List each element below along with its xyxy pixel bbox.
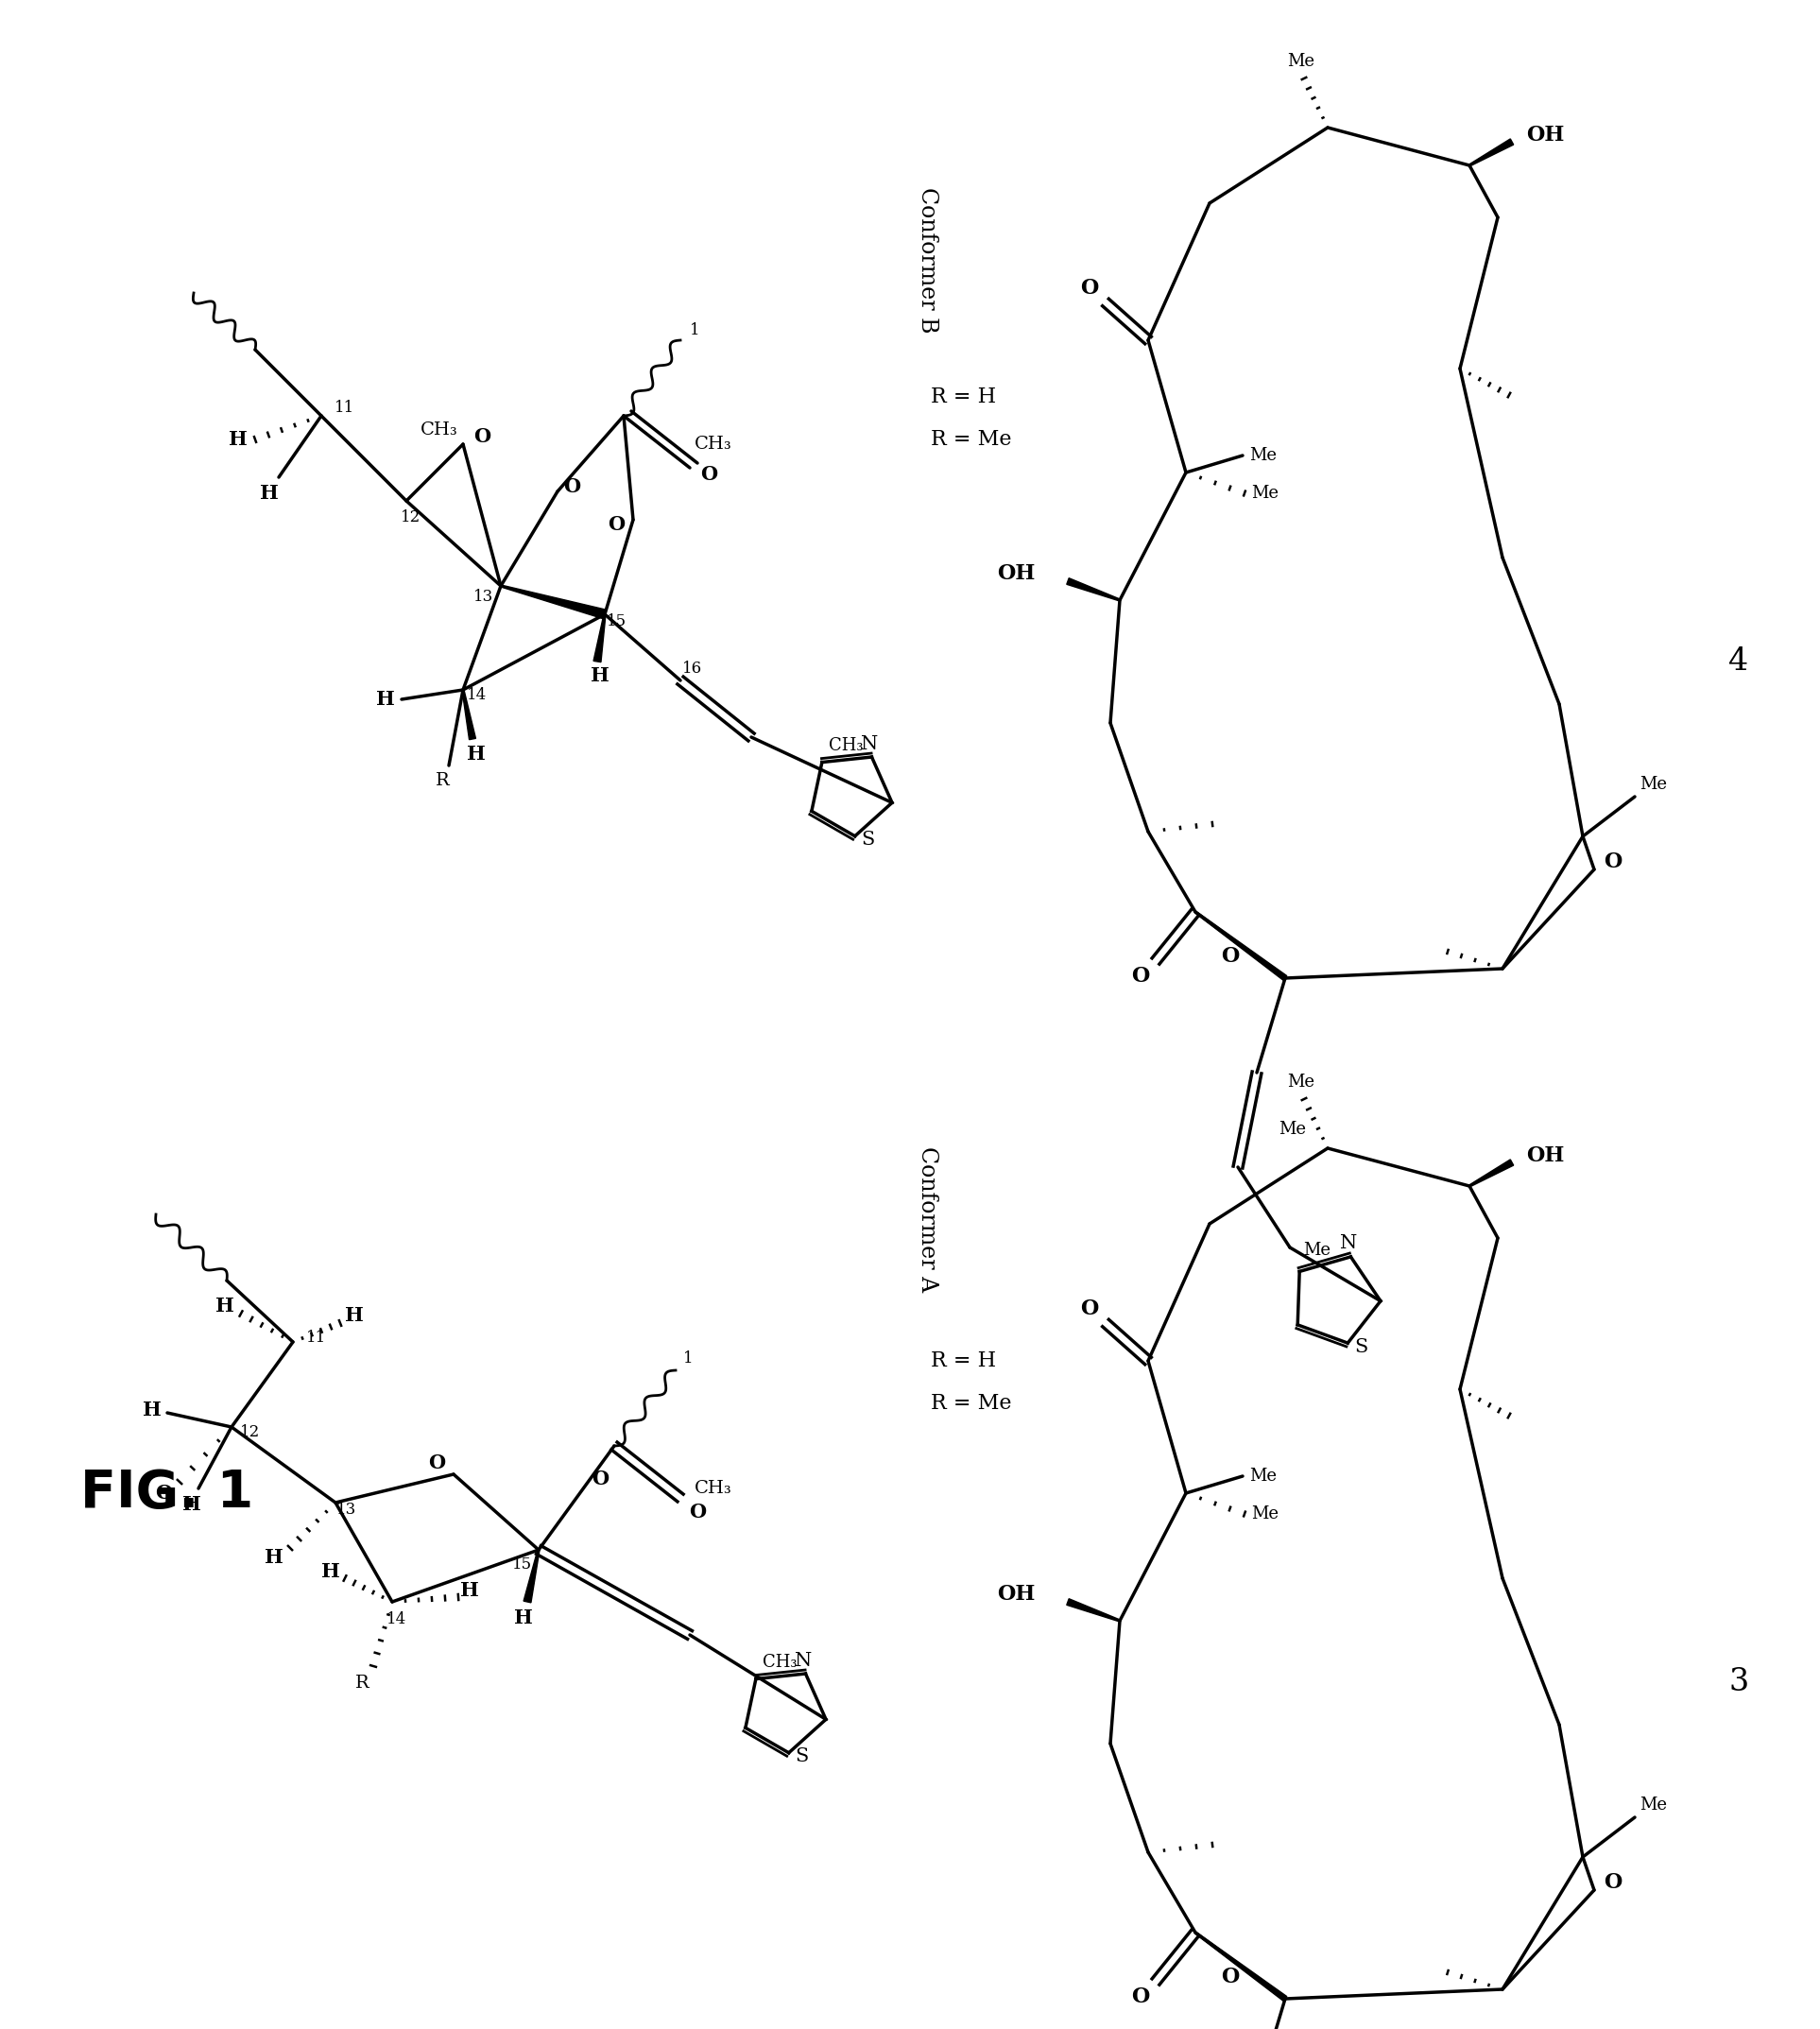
Text: 14: 14 [468,686,488,702]
Polygon shape [462,690,475,741]
Text: O: O [1603,1873,1622,1893]
Text: S: S [861,832,875,848]
Text: 11: 11 [335,400,355,416]
Text: Conformer B: Conformer B [917,187,939,333]
Polygon shape [1067,1599,1119,1621]
Text: H: H [346,1307,364,1325]
Text: OH: OH [1525,124,1563,146]
Text: 16: 16 [682,661,703,678]
Text: O: O [155,1483,173,1503]
Text: H: H [513,1609,533,1627]
Text: Me: Me [1252,485,1279,501]
Polygon shape [1194,1932,1287,2001]
Text: 3: 3 [1729,1668,1749,1698]
Text: 12: 12 [400,509,420,526]
Text: 15: 15 [606,615,626,629]
Text: Me: Me [1250,1467,1278,1485]
Text: O: O [1221,1966,1239,1988]
Text: Me: Me [1252,1506,1279,1522]
Text: H: H [264,1548,284,1566]
Text: Me: Me [1287,53,1314,69]
Text: 13: 13 [337,1501,357,1518]
Text: H: H [592,666,610,686]
Text: O: O [473,428,491,446]
Polygon shape [1194,911,1287,980]
Text: H: H [322,1562,340,1581]
Text: FIG. 1: FIG. 1 [80,1467,253,1518]
Text: Conformer A: Conformer A [917,1146,939,1292]
Polygon shape [501,584,606,619]
Text: Me: Me [1287,1073,1314,1090]
Polygon shape [593,615,606,661]
Polygon shape [1067,578,1119,601]
Text: O: O [592,1469,608,1489]
Text: H: H [215,1297,235,1315]
Text: 4: 4 [1729,647,1749,676]
Text: R = Me: R = Me [930,1394,1012,1414]
Text: CH₃: CH₃ [695,1479,732,1497]
Text: O: O [608,515,624,534]
Text: O: O [428,1453,446,1473]
Text: OH: OH [997,1585,1036,1605]
Text: O: O [1081,278,1099,298]
Text: N: N [795,1652,812,1670]
Text: Me: Me [1279,1120,1307,1138]
Text: OH: OH [997,564,1036,584]
Text: H: H [142,1400,162,1420]
Polygon shape [1469,1159,1514,1187]
Text: Me: Me [1303,1242,1330,1260]
Text: 12: 12 [240,1424,260,1441]
Text: CH₃: CH₃ [420,422,459,438]
Text: O: O [1132,966,1150,986]
Text: O: O [1221,946,1239,966]
Text: OH: OH [1525,1146,1563,1167]
Text: 1: 1 [682,1349,693,1366]
Text: O: O [688,1503,706,1522]
Text: R = H: R = H [930,386,996,408]
Text: N: N [861,734,879,753]
Text: H: H [229,430,248,448]
Text: R: R [355,1674,369,1692]
Text: CH₃: CH₃ [763,1654,797,1670]
Text: 15: 15 [511,1556,531,1572]
Text: 14: 14 [388,1611,408,1627]
Text: O: O [562,477,581,497]
Text: Me: Me [1640,775,1667,793]
Text: R = Me: R = Me [930,428,1012,450]
Text: R: R [435,773,450,789]
Text: CH₃: CH₃ [695,436,732,452]
Text: 13: 13 [473,588,493,605]
Text: O: O [701,465,717,483]
Polygon shape [1469,138,1514,166]
Text: N: N [1340,1234,1358,1252]
Text: Me: Me [1250,446,1278,465]
Text: 11: 11 [306,1329,326,1345]
Text: O: O [1603,852,1622,872]
Text: O: O [1081,1299,1099,1319]
Text: H: H [182,1495,202,1514]
Text: S: S [795,1747,808,1765]
Text: R = H: R = H [930,1351,996,1372]
Text: H: H [460,1581,479,1601]
Text: H: H [377,690,395,708]
Polygon shape [524,1550,539,1603]
Text: O: O [1132,1986,1150,2007]
Text: S: S [1354,1337,1367,1355]
Text: H: H [260,483,278,503]
Text: 1: 1 [690,323,699,339]
Text: CH₃: CH₃ [828,737,863,753]
Text: H: H [468,745,486,763]
Text: Me: Me [1640,1796,1667,1814]
